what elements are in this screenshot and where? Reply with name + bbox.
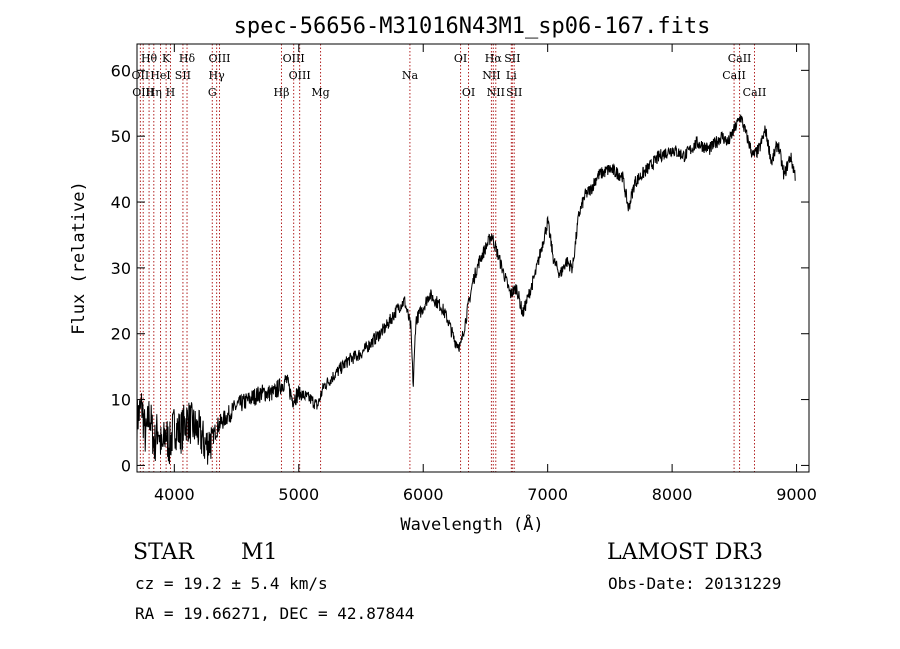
y-tick-label-4: 40 <box>111 193 131 212</box>
line-marker-label-23: Mg <box>311 86 329 99</box>
x-tick-label-5: 9000 <box>776 485 817 504</box>
line-marker-label-25: NII <box>487 86 505 99</box>
x-axis-label: Wavelength (Å) <box>400 513 543 535</box>
chart-title: spec-56656-M31016N43M1_sp06-167.fits <box>234 14 711 39</box>
line-marker-label-16: Li <box>506 69 517 82</box>
observation-date: Obs-Date: 20131229 <box>608 574 782 593</box>
y-tick-label-2: 20 <box>111 325 131 344</box>
line-marker-label-0: Hθ <box>141 52 158 65</box>
x-tick-label-0: 4000 <box>154 485 195 504</box>
line-marker-label-11: SII <box>175 69 191 82</box>
object-class: STAR <box>133 540 194 565</box>
y-tick-label-6: 60 <box>111 61 131 80</box>
line-marker-label-19: Hη <box>146 86 162 99</box>
line-marker-label-10: HeI <box>150 69 170 82</box>
line-marker-label-5: OI <box>454 52 467 65</box>
line-marker-label-15: NII <box>482 69 500 82</box>
line-marker-label-13: OIII <box>289 69 311 82</box>
survey-name: LAMOST DR3 <box>607 540 763 565</box>
line-marker-label-8: CaII <box>728 52 752 65</box>
sky-coordinates: RA = 19.66271, DEC = 42.87844 <box>135 604 415 623</box>
line-marker-label-20: H <box>166 86 176 99</box>
line-marker-label-18: OIII <box>132 86 154 99</box>
object-subclass: M1 <box>241 540 278 565</box>
line-marker-label-21: G <box>208 86 217 99</box>
line-marker-label-14: Na <box>402 69 419 82</box>
x-tick-label-2: 6000 <box>403 485 444 504</box>
x-tick-label-4: 8000 <box>652 485 693 504</box>
line-marker-label-22: Hβ <box>274 86 290 99</box>
y-tick-label-0: 0 <box>121 456 131 475</box>
y-tick-label-1: 10 <box>111 391 131 410</box>
x-tick-label-3: 7000 <box>527 485 568 504</box>
x-tick-label-1: 5000 <box>278 485 319 504</box>
y-axis-label: Flux (relative) <box>69 181 89 335</box>
plot-frame <box>136 43 810 473</box>
x-axis-ticks: 4000 5000 6000 7000 8000 9000 <box>154 44 817 504</box>
redshift-velocity: cz = 19.2 ± 5.4 km/s <box>135 574 328 593</box>
line-marker-label-27: CaII <box>743 86 767 99</box>
line-marker-label-9: OII <box>132 69 150 82</box>
spectrum-line <box>136 114 796 465</box>
emission-line-markers <box>139 44 755 472</box>
line-marker-label-24: OI <box>462 86 475 99</box>
spectrum-series <box>136 114 796 465</box>
line-marker-label-12: Hγ <box>209 69 226 82</box>
y-tick-label-3: 30 <box>111 259 131 278</box>
line-marker-label-3: OIII <box>208 52 230 65</box>
line-marker-label-26: SII <box>506 86 522 99</box>
line-marker-label-4: OIII <box>283 52 305 65</box>
y-tick-label-5: 50 <box>111 127 131 146</box>
line-marker-label-6: Hα <box>485 52 503 65</box>
line-marker-label-17: CaII <box>722 69 746 82</box>
line-marker-label-7: SII <box>504 52 520 65</box>
y-axis-ticks: 0 10 20 30 40 50 60 <box>111 61 809 475</box>
line-marker-label-1: K <box>162 52 171 65</box>
line-marker-label-2: Hδ <box>179 52 196 65</box>
